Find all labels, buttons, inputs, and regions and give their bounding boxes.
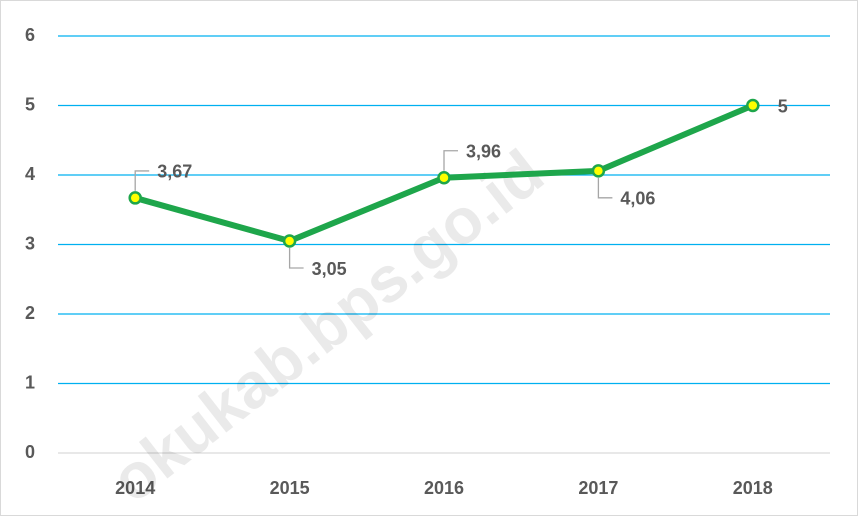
leader-line	[288, 248, 304, 269]
leader-line	[597, 177, 613, 199]
x-tick-label: 2018	[733, 478, 773, 498]
y-tick-label: 6	[25, 25, 35, 45]
x-tick-label: 2014	[115, 478, 155, 498]
data-label: 3,67	[157, 162, 192, 182]
data-label: 3,05	[312, 259, 347, 279]
marker	[591, 164, 606, 178]
x-tick-label: 2016	[424, 478, 464, 498]
marker	[746, 98, 760, 113]
x-tick-label: 2015	[270, 478, 310, 498]
marker	[128, 191, 142, 205]
y-tick-label: 0	[25, 442, 35, 462]
data-label: 5	[778, 96, 788, 116]
data-label: 4,06	[620, 189, 655, 209]
leader-line	[134, 170, 150, 191]
x-tick-label: 2017	[578, 478, 618, 498]
data-label: 3,96	[466, 142, 501, 162]
y-tick-label: 5	[25, 94, 35, 114]
marker	[282, 234, 297, 248]
marker	[437, 171, 451, 185]
y-tick-label: 3	[25, 233, 35, 253]
y-tick-label: 4	[25, 164, 35, 184]
y-tick-label: 2	[25, 303, 35, 323]
y-tick-label: 1	[25, 372, 35, 392]
leader-line	[443, 150, 458, 171]
